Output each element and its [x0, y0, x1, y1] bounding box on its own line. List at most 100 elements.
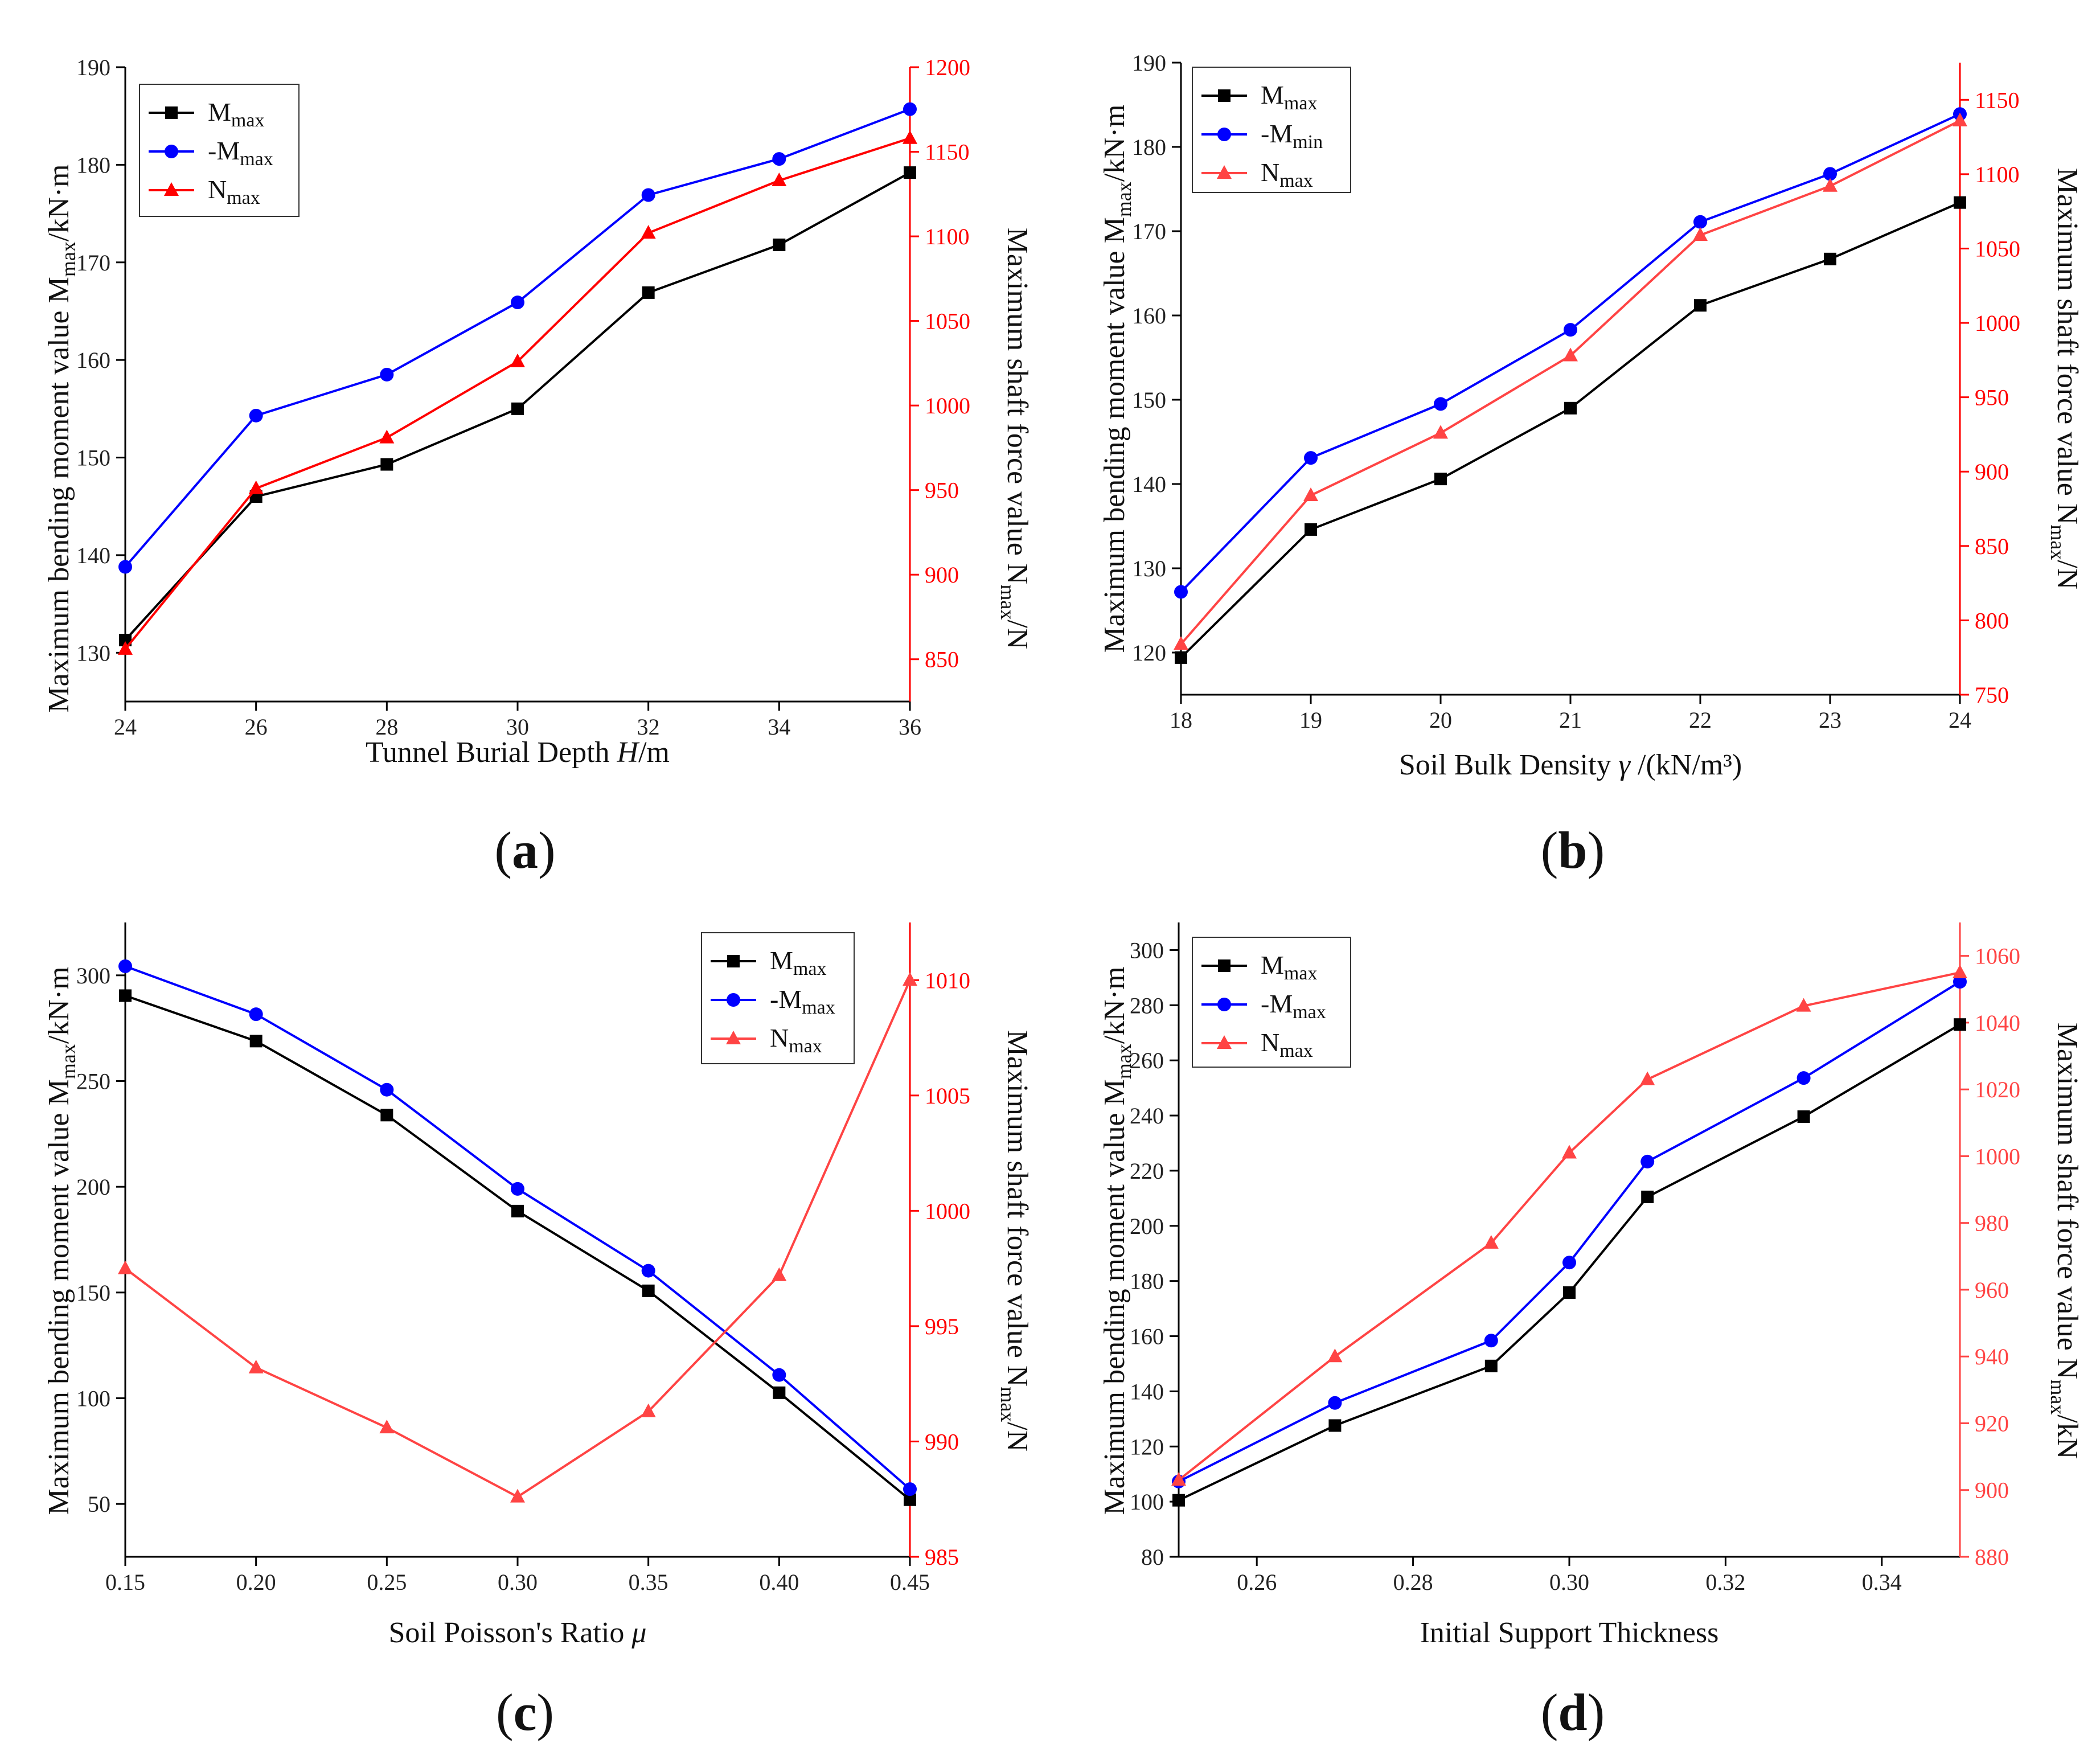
series-square-group [119, 989, 916, 1506]
right-axis-title-text: Maximum shaft force value N [1001, 1030, 1033, 1387]
legend-label-name: M [1261, 80, 1284, 109]
series-triangle-group [1174, 112, 1967, 650]
data-point [1174, 636, 1188, 650]
data-point [1823, 167, 1837, 181]
legend-label-name: N [208, 175, 227, 204]
series-triangle-group [1171, 964, 1967, 1486]
series-line [1180, 120, 1960, 645]
legend-label-name: M [770, 946, 793, 975]
data-point [249, 1007, 263, 1022]
x-tick-label: 20 [1429, 707, 1452, 733]
legend-label-name: -M [1261, 989, 1293, 1018]
legend-label-name: N [1261, 158, 1279, 187]
chart-panel-d: 0.26 0.28 0.30 0.32 0.34 80 100 120 140 160 180 200… [1050, 874, 2100, 1747]
data-point [1563, 1286, 1576, 1299]
right-tick-label: 1000 [1975, 1143, 2020, 1169]
legend-label: Nmax [208, 175, 260, 208]
right-tick-label: 985 [925, 1544, 959, 1570]
right-axis-title-text: Maximum shaft force value N [2051, 1023, 2083, 1380]
data-point [1327, 1348, 1343, 1363]
data-point [1953, 964, 1967, 978]
legend-item: Mmax [1201, 950, 1317, 984]
data-point [772, 173, 787, 187]
data-point [772, 1368, 786, 1382]
left-tick-label: 200 [76, 1174, 110, 1200]
data-point [1303, 487, 1318, 502]
data-point [379, 429, 395, 444]
x-axis-title: Soil Bulk Density γ /(kN/m³) [1399, 749, 1742, 781]
legend-item: Mmax [149, 97, 264, 131]
left-axis-title-text: Maximum bending moment value M [1098, 1079, 1131, 1515]
x-tick-label: 0.28 [1393, 1569, 1433, 1595]
right-tick-label: 850 [925, 647, 959, 672]
right-tick-label: 990 [925, 1429, 959, 1454]
left-tick-label: 80 [1141, 1544, 1164, 1570]
data-point [641, 225, 656, 239]
chart-c-svg: 0.15 0.20 0.25 0.30 0.35 0.40 0.45 50 100 150 200 2… [43, 922, 1033, 1649]
data-point [248, 480, 264, 494]
right-axis-title-sub: max [2046, 524, 2069, 560]
data-point [1563, 347, 1578, 362]
data-point [1562, 1145, 1577, 1159]
x-tick-label: 0.34 [1862, 1569, 1902, 1595]
right-axis-title-sub: max [996, 584, 1019, 620]
right-tick-label: 1000 [1975, 310, 2020, 336]
right-tick-label: 960 [1975, 1277, 2009, 1303]
data-point [641, 1264, 655, 1278]
x-axis-title-symbol: γ [1619, 749, 1631, 781]
data-point [642, 1284, 655, 1297]
right-tick-label: 1020 [1975, 1077, 2020, 1102]
data-point [772, 152, 786, 166]
left-tick-label: 150 [76, 445, 110, 471]
left-tick-label: 180 [1130, 1269, 1164, 1294]
data-point [248, 1359, 264, 1373]
data-point [1328, 1396, 1342, 1410]
left-tick-label: 150 [1132, 387, 1166, 413]
legend-label-sub: max [793, 958, 827, 979]
data-point [903, 102, 917, 116]
left-tick-label: 120 [1130, 1434, 1164, 1459]
right-axis-title-sub: max [996, 1387, 1019, 1422]
legend-label: Nmax [770, 1023, 822, 1057]
x-tick-label: 0.30 [1549, 1569, 1589, 1595]
data-point [1824, 252, 1836, 265]
left-tick-label: 130 [76, 640, 110, 666]
data-point [1694, 299, 1707, 312]
legend-item: -Mmax [711, 985, 835, 1018]
left-axis-title-sub: max [57, 241, 80, 277]
data-point [1483, 1235, 1499, 1249]
right-tick-label: 1060 [1975, 944, 2020, 969]
data-point [1175, 651, 1187, 664]
data-point [1172, 1494, 1185, 1507]
right-tick-label: 900 [1975, 459, 2009, 485]
right-axis-title: Maximum shaft force value Nmax/N [996, 1030, 1033, 1452]
left-axis-title-unit: /kN·m [43, 164, 75, 241]
x-tick-label: 0.26 [1237, 1569, 1277, 1595]
right-tick-label: 1000 [925, 1198, 970, 1224]
left-axis-title-text: Maximum bending moment value M [43, 277, 75, 712]
data-point [380, 458, 393, 471]
left-tick-label: 100 [1130, 1489, 1164, 1515]
left-axis-title-text: Maximum bending moment value M [1098, 217, 1131, 653]
right-tick-label: 980 [1975, 1211, 2009, 1236]
x-tick-label: 32 [637, 714, 660, 740]
right-tick-label: 1100 [925, 224, 970, 249]
data-point [510, 1488, 525, 1503]
legend: Mmax -Mmin Nmax [1192, 67, 1351, 193]
right-tick-label: 800 [1975, 608, 2009, 633]
right-tick-label: 950 [925, 478, 959, 503]
left-tick-label: 140 [1130, 1379, 1164, 1404]
x-tick-label: 24 [114, 714, 137, 740]
left-tick-label: 140 [1132, 471, 1166, 497]
left-tick-label: 160 [1130, 1324, 1164, 1350]
chart-b-svg: 18 19 20 21 22 23 24 120 130 140 150 160 170 180 190 75… [1098, 50, 2083, 781]
data-point [1434, 473, 1447, 486]
data-point [1174, 585, 1188, 599]
x-tick-label: 0.40 [759, 1569, 799, 1595]
left-tick-label: 190 [1132, 50, 1166, 76]
right-axis-title-text: Maximum shaft force value N [2051, 168, 2083, 525]
legend-marker [1218, 959, 1231, 972]
data-point [1797, 1071, 1811, 1085]
data-point [1562, 1256, 1576, 1270]
